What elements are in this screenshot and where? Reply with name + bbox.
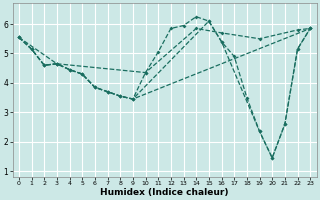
X-axis label: Humidex (Indice chaleur): Humidex (Indice chaleur) xyxy=(100,188,229,197)
